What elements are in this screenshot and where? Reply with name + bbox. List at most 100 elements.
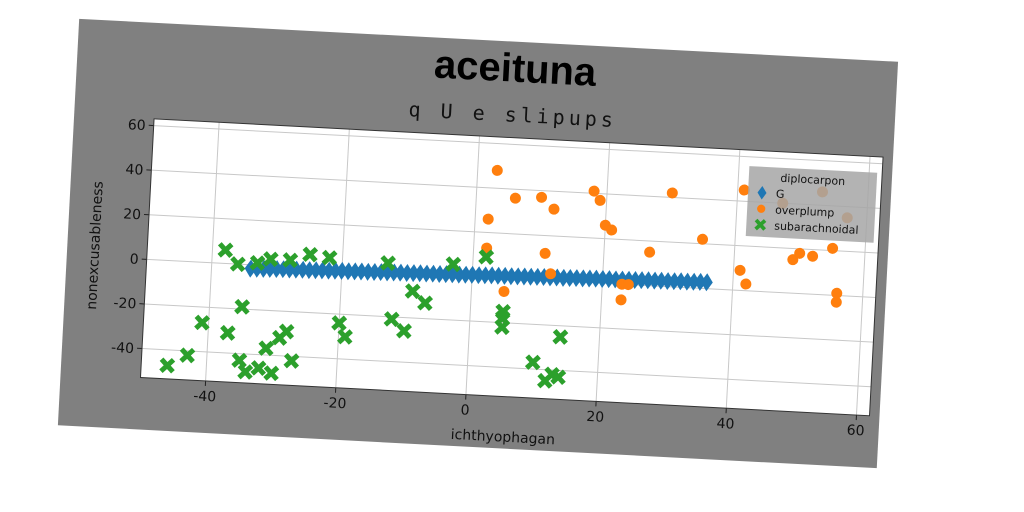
data-point [336,328,353,345]
data-point [479,266,492,285]
data-point [648,271,661,290]
x-tick-label: 40 [716,416,735,433]
data-point [697,233,709,245]
data-point [234,298,251,315]
data-point [401,264,414,282]
data-point [445,256,462,273]
data-point [263,365,280,382]
data-point [309,261,322,280]
data-point [383,311,400,328]
data-point [316,261,329,280]
grid-line-x [725,149,741,409]
data-point [570,269,583,288]
data-point [807,250,819,262]
data-point [536,191,548,203]
data-point [666,187,678,199]
data-point [361,262,374,281]
data-point [635,271,648,290]
data-point [278,323,295,340]
grid-line-y [149,214,879,254]
data-point [321,249,338,266]
data-point [606,224,618,236]
data-point [615,294,627,306]
data-point [590,269,603,288]
data-point [296,260,309,279]
series-subarachnoidal [159,242,569,389]
data-point [420,264,433,283]
data-point [524,267,537,286]
data-point [596,270,609,288]
grid-line-x [205,122,220,381]
data-point [262,251,279,268]
data-point [427,264,440,283]
legend-title: diplocarpon [780,172,845,188]
data-point [335,261,348,280]
grid-line-y [141,348,872,388]
x-tick-label: 60 [846,423,865,440]
data-point [283,352,300,369]
data-point [831,287,843,299]
series-G [244,259,713,292]
data-point [794,247,806,259]
data-point [550,369,567,386]
data-point [270,260,283,279]
data-point [740,278,752,290]
data-point [681,272,694,291]
data-point [368,262,381,281]
y-tick-label: 0 [129,251,139,267]
y-axis-label: nonexcusableness [84,181,107,310]
data-point [830,296,842,308]
data-point [644,246,656,258]
data-point [700,273,713,292]
data-point [414,264,427,283]
data-point [482,213,494,225]
data-point [394,263,407,282]
legend-marker [757,204,766,213]
data-point [303,261,316,280]
data-point [404,283,421,300]
data-point [331,315,348,332]
data-point [258,340,275,357]
axis-ticks: -40 -20 0 20 40 60 -40 -20 0 20 40 60 [111,117,865,440]
data-point [576,269,589,288]
data-point [674,272,687,291]
chart-title: aceituna [433,42,598,94]
data-point [407,264,420,283]
x-axis-label: ichthyophagan [450,427,555,448]
data-point [622,279,634,291]
data-point [302,246,319,263]
data-point [231,352,248,369]
data-point [194,314,211,331]
data-point [159,357,176,374]
data-point [492,266,505,285]
data-point [491,164,503,176]
data-point [179,347,196,364]
data-point [609,270,622,289]
y-tick-label: -40 [111,340,135,357]
grid-line-x [465,135,480,395]
x-tick-label: 0 [460,402,470,418]
data-point [466,265,479,284]
data-point [417,295,434,311]
data-point [583,269,596,288]
data-point [734,264,746,276]
data-point [329,261,342,280]
legend-marker [757,186,767,200]
data-point [237,363,254,380]
data-point [509,192,521,204]
data-points [159,164,853,389]
data-point [548,203,560,215]
data-point [505,267,518,286]
y-tick-label: 20 [123,206,142,223]
data-point [557,268,570,287]
data-point [588,185,600,197]
y-tick-label: -20 [113,295,137,312]
data-point [563,268,576,287]
y-tick-label: 40 [125,162,144,179]
legend-label: overplump [775,204,835,220]
y-tick-label: 60 [127,117,146,134]
data-point [545,268,557,280]
data-point [642,271,655,290]
data-point [498,285,510,297]
